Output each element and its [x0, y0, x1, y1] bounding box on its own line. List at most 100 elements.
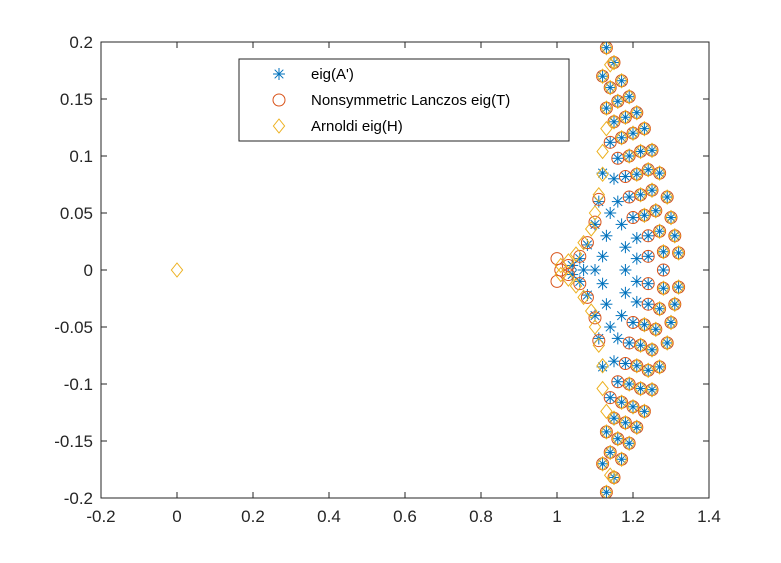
point-s0-64 — [642, 277, 655, 290]
data-points — [170, 42, 686, 498]
point-s2-13 — [600, 484, 613, 498]
point-s0-78 — [630, 275, 643, 288]
point-s2-73 — [592, 186, 606, 203]
point-s2-37 — [603, 444, 617, 461]
x-tick-label: 1 — [552, 507, 561, 526]
point-s2-17 — [630, 419, 644, 436]
point-s2-78 — [596, 380, 609, 397]
point-s0-69 — [627, 211, 639, 224]
point-s1-80 — [573, 249, 587, 263]
y-tick-label: -0.15 — [54, 432, 93, 451]
point-s2-29 — [626, 125, 640, 142]
point-s1-87 — [592, 334, 606, 348]
point-s0-75 — [623, 336, 636, 349]
point-s2-36 — [596, 455, 609, 472]
point-s2-82 — [603, 467, 617, 484]
point-s0-63 — [642, 298, 655, 311]
point-s2-67 — [577, 234, 590, 251]
point-s0-100 — [604, 207, 617, 219]
point-s2-0 — [170, 262, 184, 278]
point-s2-66 — [569, 278, 583, 294]
point-s2-69 — [584, 221, 598, 237]
point-s2-20 — [653, 359, 666, 375]
legend-label-2: Arnoldi eig(H) — [311, 118, 403, 135]
point-s2-4 — [622, 88, 636, 105]
point-s2-43 — [645, 341, 659, 358]
axis-ticks: -0.2 0 0.2 0.4 0.6 0.8 1 1.2 1.4 -0.2 -0.15 -0.1 -0.… — [54, 33, 721, 526]
point-s0-83 — [619, 264, 632, 276]
point-s0-72 — [604, 391, 617, 404]
legend-marker-0 — [273, 68, 285, 80]
legend-label-1: Nonsymmetric Lanczos eig(T) — [311, 92, 510, 109]
y-tick-label: 0.1 — [69, 147, 93, 166]
point-s1-75 — [550, 252, 564, 266]
point-s2-23 — [668, 296, 682, 313]
point-s2-45 — [653, 300, 666, 317]
point-s2-28 — [619, 109, 632, 126]
point-s2-5 — [630, 104, 644, 121]
point-s1-66 — [611, 151, 625, 165]
point-s2-49 — [615, 129, 628, 146]
point-s2-12 — [672, 245, 685, 261]
x-tick-label: -0.2 — [86, 507, 115, 526]
point-s1-35 — [656, 263, 670, 277]
y-tick-label: 0.05 — [60, 204, 93, 223]
point-s2-24 — [672, 279, 685, 295]
point-s2-51 — [630, 166, 644, 183]
point-s1-84 — [573, 277, 587, 291]
point-s2-57 — [622, 376, 636, 392]
point-s2-81 — [603, 56, 617, 73]
point-s2-42 — [641, 362, 655, 379]
point-s1-72 — [618, 356, 632, 370]
point-s0-103 — [604, 321, 617, 333]
point-s1-64 — [641, 277, 655, 291]
point-s0-67 — [619, 170, 632, 183]
point-s2-55 — [607, 410, 621, 427]
point-s0-86 — [615, 309, 628, 322]
x-tick-label: 0.6 — [393, 507, 417, 526]
point-s2-18 — [638, 403, 651, 420]
point-s2-2 — [607, 54, 621, 71]
point-s2-31 — [641, 161, 655, 178]
point-s2-6 — [638, 120, 651, 137]
y-tick-label: 0 — [84, 261, 93, 280]
point-s2-39 — [619, 414, 632, 431]
point-s2-68 — [577, 289, 590, 306]
y-tick-label: -0.2 — [64, 489, 93, 508]
point-s2-35 — [657, 243, 670, 260]
point-s1-74 — [626, 315, 640, 329]
point-s2-62 — [554, 266, 568, 283]
point-s2-46 — [657, 280, 670, 297]
point-s0-87 — [619, 286, 632, 299]
point-s2-79 — [600, 120, 613, 137]
point-s2-16 — [622, 435, 636, 452]
point-s2-38 — [611, 430, 625, 447]
point-s2-76 — [596, 357, 609, 374]
point-s1-55 — [641, 249, 655, 263]
point-s2-80 — [600, 403, 613, 420]
point-s2-22 — [664, 314, 678, 331]
point-s2-74 — [592, 337, 606, 354]
point-s0-68 — [623, 191, 636, 204]
point-s2-64 — [562, 271, 575, 287]
point-s1-67 — [618, 170, 632, 184]
point-s0-65 — [604, 136, 617, 149]
point-s1-77 — [554, 263, 568, 277]
point-s1-65 — [603, 135, 617, 149]
point-s1-68 — [622, 190, 636, 204]
point-s0-82 — [619, 241, 632, 254]
point-s2-8 — [653, 165, 666, 181]
point-s2-53 — [638, 207, 651, 224]
point-s2-14 — [607, 469, 621, 486]
point-s2-21 — [660, 335, 674, 351]
point-s1-83 — [592, 192, 606, 206]
point-s0-85 — [611, 332, 624, 345]
point-s2-30 — [634, 143, 647, 160]
point-s1-82 — [588, 215, 602, 229]
point-s2-70 — [584, 303, 598, 319]
point-s0-66 — [611, 152, 624, 165]
point-s2-54 — [600, 424, 613, 440]
point-s2-41 — [634, 380, 647, 397]
point-s0-71 — [630, 252, 643, 265]
point-s1-81 — [580, 236, 594, 250]
